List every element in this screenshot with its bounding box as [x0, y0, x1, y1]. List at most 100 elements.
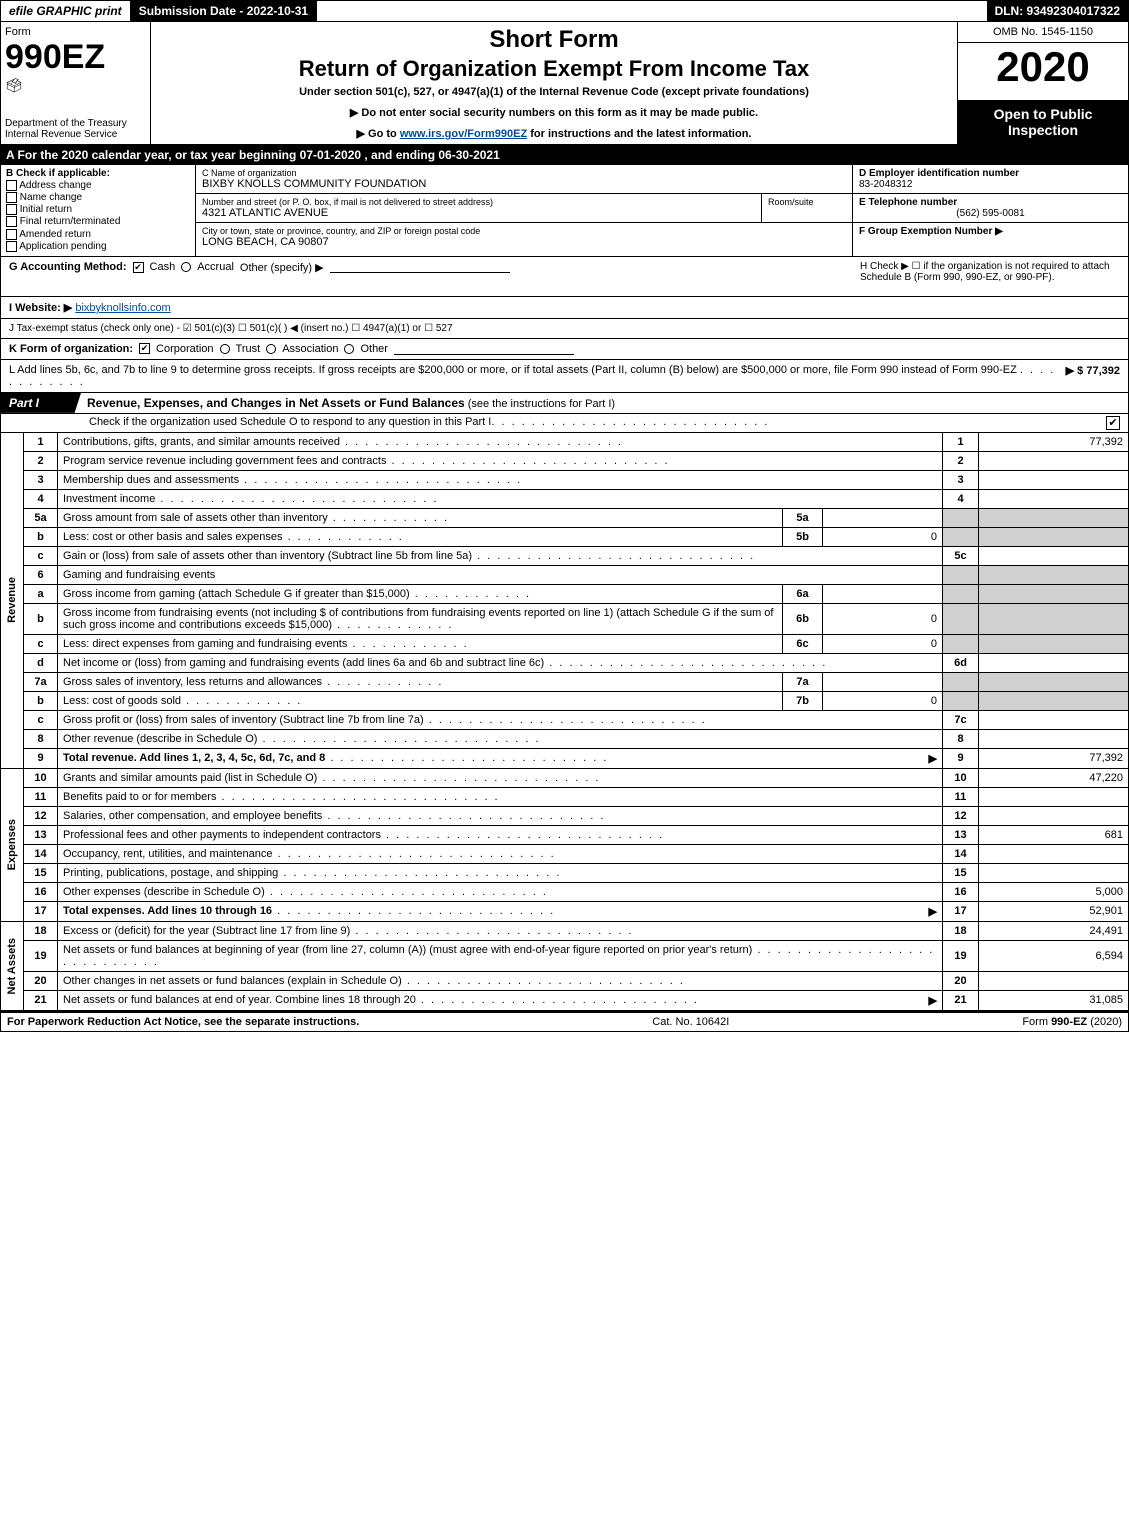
line-number: 1 — [24, 433, 58, 452]
dept-treasury: Department of the Treasury — [5, 118, 127, 129]
g-cash: Cash — [150, 261, 176, 273]
line-number: b — [24, 603, 58, 634]
line-num: 5c — [943, 546, 979, 565]
line-amount — [979, 489, 1129, 508]
line-desc: Other expenses (describe in Schedule O) — [58, 882, 943, 901]
line-num: 3 — [943, 470, 979, 489]
g-prefix: G Accounting Method: — [9, 261, 127, 273]
line-desc: Investment income — [58, 489, 943, 508]
line-a: A For the 2020 calendar year, or tax yea… — [0, 145, 1129, 165]
chk-final[interactable] — [6, 216, 17, 227]
chk-pending[interactable] — [6, 241, 17, 252]
line-amount — [979, 844, 1129, 863]
k-corp-chk[interactable] — [139, 343, 150, 354]
part1-check-o: Check if the organization used Schedule … — [0, 414, 1129, 433]
table-row: 20Other changes in net assets or fund ba… — [1, 971, 1129, 990]
table-row: Expenses10Grants and similar amounts pai… — [1, 768, 1129, 787]
g-accrual-chk[interactable] — [181, 262, 191, 272]
line-num: 1 — [943, 433, 979, 452]
line-desc: Net assets or fund balances at end of ye… — [58, 990, 943, 1010]
chk-name[interactable] — [6, 192, 17, 203]
line-desc: Professional fees and other payments to … — [58, 825, 943, 844]
line-number: 8 — [24, 729, 58, 748]
chk-address[interactable] — [6, 180, 17, 191]
sub-line-value — [823, 672, 943, 691]
table-row: 15Printing, publications, postage, and s… — [1, 863, 1129, 882]
section-side-label: Expenses — [6, 819, 18, 870]
open-public-label: Open to Public Inspection — [958, 100, 1128, 144]
line-amount-shade — [979, 634, 1129, 653]
irs-link[interactable]: www.irs.gov/Form990EZ — [400, 128, 527, 140]
line-number: 2 — [24, 451, 58, 470]
chk-amended[interactable] — [6, 229, 17, 240]
sub-line-number: 7b — [783, 691, 823, 710]
line-desc: Less: cost of goods sold — [58, 691, 783, 710]
header-right: OMB No. 1545-1150 2020 Open to Public In… — [958, 22, 1128, 144]
line-num-shade — [943, 634, 979, 653]
line-number: 7a — [24, 672, 58, 691]
line-num: 20 — [943, 971, 979, 990]
chk-initial[interactable] — [6, 204, 17, 215]
k-assoc-chk[interactable] — [266, 344, 276, 354]
line-number: 18 — [24, 921, 58, 940]
line-num: 16 — [943, 882, 979, 901]
g-accrual: Accrual — [197, 261, 234, 273]
line-amount — [979, 971, 1129, 990]
table-row: 4Investment income4 — [1, 489, 1129, 508]
box-def: D Employer identification number 83-2048… — [853, 165, 1128, 256]
line-i: I Website: ▶ bixbyknollsinfo.com — [0, 297, 1129, 319]
submission-date: Submission Date - 2022-10-31 — [131, 1, 317, 21]
top-bar: efile GRAPHIC print Submission Date - 20… — [0, 0, 1129, 22]
sub-line-number: 5b — [783, 527, 823, 546]
line-desc: Contributions, gifts, grants, and simila… — [58, 433, 943, 452]
sub-line-number: 6a — [783, 584, 823, 603]
k-other-chk[interactable] — [344, 344, 354, 354]
table-row: dNet income or (loss) from gaming and fu… — [1, 653, 1129, 672]
line-number: 11 — [24, 787, 58, 806]
line-number: 6 — [24, 565, 58, 584]
sub-line-number: 6c — [783, 634, 823, 653]
line-desc: Total revenue. Add lines 1, 2, 3, 4, 5c,… — [58, 748, 943, 768]
k-other-blank[interactable] — [394, 343, 574, 355]
line-amount: 6,594 — [979, 940, 1129, 971]
line-l: L Add lines 5b, 6c, and 7b to line 9 to … — [0, 360, 1129, 393]
sub-line-number: 6b — [783, 603, 823, 634]
sub-line-value: 0 — [823, 691, 943, 710]
line-num: 2 — [943, 451, 979, 470]
table-row: bGross income from fundraising events (n… — [1, 603, 1129, 634]
table-row: 3Membership dues and assessments3 — [1, 470, 1129, 489]
boxes-bcdef: B Check if applicable: Address change Na… — [0, 165, 1129, 257]
g-cash-chk[interactable] — [133, 262, 144, 273]
k-trust-chk[interactable] — [220, 344, 230, 354]
box-c: C Name of organization BIXBY KNOLLS COMM… — [196, 165, 853, 256]
line-amount — [979, 787, 1129, 806]
line-j: J Tax-exempt status (check only one) - ☑… — [0, 319, 1129, 339]
line-num: 13 — [943, 825, 979, 844]
check-o-chk[interactable]: ✔ — [1106, 416, 1120, 430]
sub-line-number: 7a — [783, 672, 823, 691]
section-side-label: Net Assets — [6, 938, 18, 994]
line-amount-shade — [979, 672, 1129, 691]
line-amount: 77,392 — [979, 748, 1129, 768]
d-ein-value: 83-2048312 — [859, 179, 1122, 190]
line-amount: 52,901 — [979, 901, 1129, 921]
line-number: 10 — [24, 768, 58, 787]
k-other: Other — [360, 343, 388, 355]
c-name-value: BIXBY KNOLLS COMMUNITY FOUNDATION — [202, 178, 846, 190]
line-amount — [979, 451, 1129, 470]
header-left: Form 990EZ 🗳 Department of the Treasury … — [1, 22, 151, 144]
table-row: cGain or (loss) from sale of assets othe… — [1, 546, 1129, 565]
sub-line-value — [823, 584, 943, 603]
line-amount: 77,392 — [979, 433, 1129, 452]
table-row: 21Net assets or fund balances at end of … — [1, 990, 1129, 1010]
c-name-label: C Name of organization — [202, 168, 846, 178]
line-desc: Benefits paid to or for members — [58, 787, 943, 806]
k-trust: Trust — [236, 343, 261, 355]
g-specify-blank[interactable] — [330, 261, 510, 273]
line-num: 10 — [943, 768, 979, 787]
sub-line-value: 0 — [823, 527, 943, 546]
website-link[interactable]: bixbyknollsinfo.com — [75, 302, 170, 314]
l-value: 77,392 — [1086, 365, 1120, 377]
table-row: 2Program service revenue including gover… — [1, 451, 1129, 470]
l-arrow: ▶ $ — [1066, 365, 1084, 377]
